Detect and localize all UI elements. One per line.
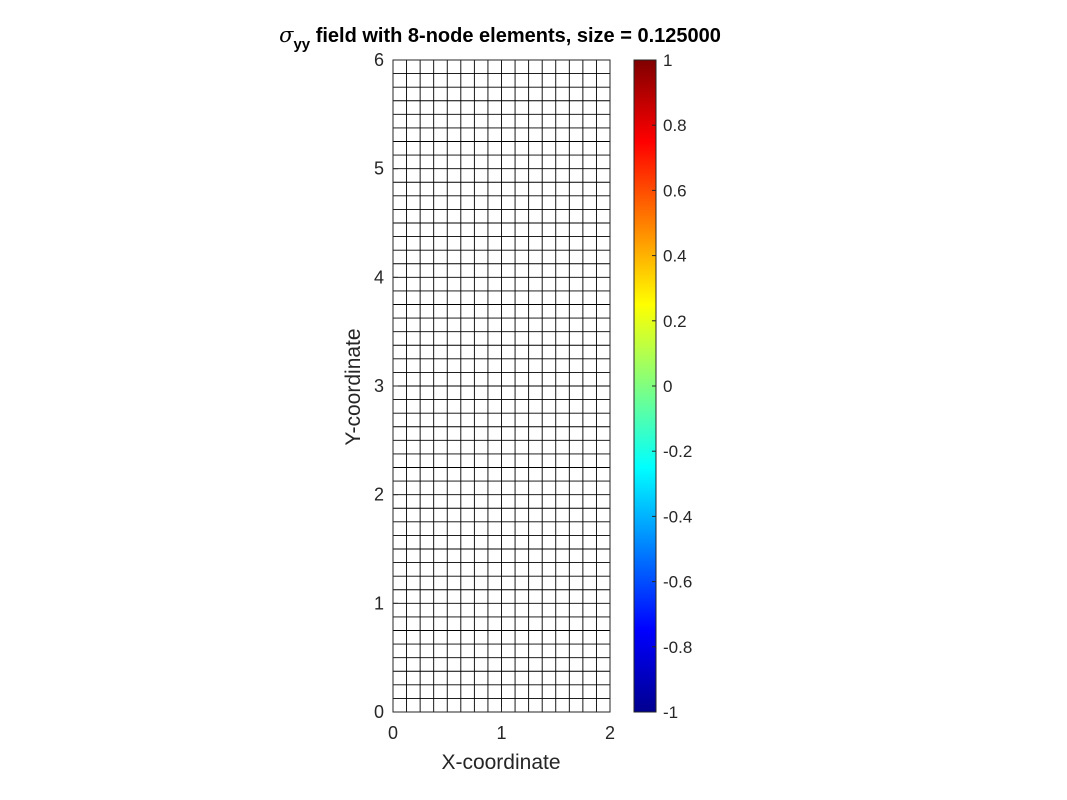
colorbar-tick-label: 0.4 — [663, 247, 687, 266]
colorbar-tick-label: -0.8 — [663, 638, 692, 657]
y-tick-label: 0 — [374, 702, 384, 722]
x-tick-label: 1 — [496, 723, 506, 743]
plot-axes: 0 1 2 0 1 2 3 4 5 6 — [374, 50, 615, 743]
colorbar-tick-label: 0 — [663, 377, 672, 396]
y-tick-label: 1 — [374, 593, 384, 613]
y-tick-label: 6 — [374, 50, 384, 70]
y-tick-label: 2 — [374, 485, 384, 505]
x-axis-label: X-coordinate — [441, 751, 560, 774]
chart-title: σyy field with 8-node elements, size = 0… — [279, 23, 721, 53]
colorbar-tick-label: -1 — [663, 703, 678, 722]
y-tick-label: 4 — [374, 267, 384, 287]
title-subscript: yy — [293, 36, 310, 53]
colorbar-tick-label: -0.4 — [663, 507, 692, 526]
colorbar-tick-label: -0.6 — [663, 573, 692, 592]
colorbar: -1 -0.8 -0.6 -0.4 -0.2 0 0.2 0.4 0.6 0.8 1 — [633, 51, 692, 722]
colorbar-tick-label: 1 — [663, 51, 672, 70]
x-tick-label: 0 — [388, 723, 398, 743]
x-tick-label: 2 — [605, 723, 615, 743]
y-tick-label: 3 — [374, 376, 384, 396]
colorbar-tick-label: -0.2 — [663, 442, 692, 461]
title-text: field with 8-node elements, size = 0.125… — [310, 25, 721, 47]
y-tick-label: 5 — [374, 159, 384, 179]
colorbar-tick-label: 0.6 — [663, 181, 687, 200]
colorbar-tick-label: 0.2 — [663, 312, 687, 331]
colorbar-ticks: -1 -0.8 -0.6 -0.4 -0.2 0 0.2 0.4 0.6 0.8 1 — [652, 51, 692, 722]
mesh-grid — [392, 59, 611, 713]
axis-ticks: 0 1 2 0 1 2 3 4 5 6 — [374, 50, 615, 743]
y-axis-label: Y-coordinate — [342, 328, 365, 445]
title-sigma-symbol: σ — [279, 23, 294, 47]
colorbar-tick-label: 0.8 — [663, 116, 687, 135]
